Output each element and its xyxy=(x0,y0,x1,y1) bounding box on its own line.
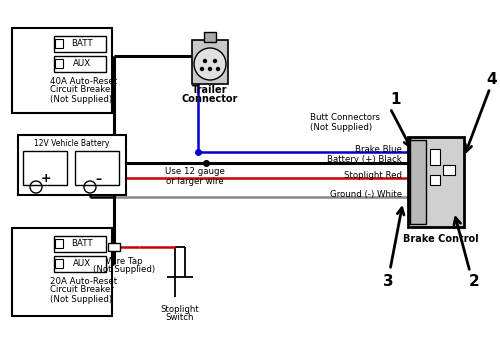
Text: Butt Connectors: Butt Connectors xyxy=(310,114,380,123)
Circle shape xyxy=(214,60,216,62)
Text: BATT: BATT xyxy=(71,240,93,248)
Text: (Not Supplied): (Not Supplied) xyxy=(50,94,112,103)
Text: 40A Auto-Reset: 40A Auto-Reset xyxy=(50,76,117,86)
Bar xyxy=(55,259,63,268)
Text: Use 12 gauge: Use 12 gauge xyxy=(165,167,225,177)
Bar xyxy=(18,135,126,195)
Bar xyxy=(55,39,63,48)
Bar xyxy=(54,36,106,52)
Bar xyxy=(23,151,67,185)
Bar xyxy=(204,32,216,42)
Text: BATT: BATT xyxy=(71,39,93,49)
Bar xyxy=(108,243,120,251)
Bar xyxy=(410,140,426,224)
Text: (Not Supplied): (Not Supplied) xyxy=(310,123,372,132)
Bar xyxy=(75,151,119,185)
Text: Circuit Breaker: Circuit Breaker xyxy=(50,86,114,94)
Text: Stoplight: Stoplight xyxy=(160,305,200,313)
Text: 20A Auto-Reset: 20A Auto-Reset xyxy=(50,276,117,285)
Text: Brake Control: Brake Control xyxy=(403,234,479,244)
Text: Connector: Connector xyxy=(182,94,238,104)
Bar xyxy=(408,137,464,227)
Bar xyxy=(54,56,106,72)
Text: 1: 1 xyxy=(391,92,401,108)
Text: 3: 3 xyxy=(382,275,394,289)
Circle shape xyxy=(194,48,226,80)
Bar xyxy=(55,239,63,248)
Bar xyxy=(54,236,106,252)
Text: AUX: AUX xyxy=(73,60,91,68)
Text: 12V Vehicle Battery: 12V Vehicle Battery xyxy=(34,140,110,149)
Text: +: + xyxy=(40,173,52,185)
Bar xyxy=(430,175,440,185)
Text: AUX: AUX xyxy=(73,259,91,269)
Text: or larger wire: or larger wire xyxy=(166,177,224,185)
Bar xyxy=(12,228,112,316)
Text: 2: 2 xyxy=(468,275,479,289)
Text: Battery (+) Black: Battery (+) Black xyxy=(327,155,402,164)
Bar xyxy=(54,256,106,272)
Bar xyxy=(443,165,455,175)
Text: (Not Supplied): (Not Supplied) xyxy=(50,295,112,304)
Circle shape xyxy=(200,67,203,70)
Text: (Not Supplied): (Not Supplied) xyxy=(93,266,155,275)
Text: Trailer: Trailer xyxy=(192,85,228,95)
Bar xyxy=(12,28,112,113)
Text: –: – xyxy=(95,173,101,185)
Text: Wire Tap: Wire Tap xyxy=(106,256,142,266)
Text: Brake Blue: Brake Blue xyxy=(355,145,402,153)
Bar xyxy=(55,59,63,68)
Circle shape xyxy=(204,60,206,62)
Bar xyxy=(430,149,440,165)
Text: 4: 4 xyxy=(486,72,498,88)
Bar xyxy=(192,40,228,84)
Circle shape xyxy=(216,67,220,70)
Text: Circuit Breaker: Circuit Breaker xyxy=(50,285,114,295)
Circle shape xyxy=(208,67,212,70)
Text: Ground (-) White: Ground (-) White xyxy=(330,189,402,198)
Text: Stoplight Red: Stoplight Red xyxy=(344,171,402,180)
Text: Switch: Switch xyxy=(166,313,194,323)
